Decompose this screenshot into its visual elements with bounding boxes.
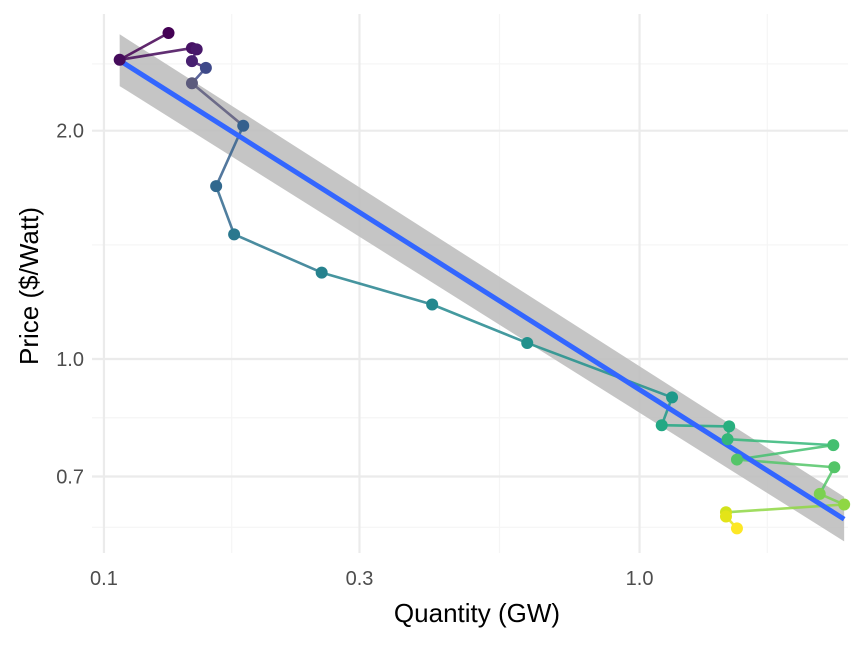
data-point [828, 461, 841, 474]
data-point [228, 228, 241, 241]
x-tick-label: 0.3 [346, 568, 374, 590]
fit-line-layer [118, 58, 846, 522]
data-points [113, 27, 851, 535]
y-tick-label: 0.7 [56, 467, 84, 489]
data-point [723, 420, 736, 433]
data-point [730, 453, 743, 466]
y-tick-label: 1.0 [56, 349, 84, 371]
data-point [666, 391, 679, 404]
path-segment [232, 233, 323, 274]
path-segment [735, 443, 835, 461]
data-point [813, 487, 826, 500]
path-segment [214, 184, 236, 236]
data-point [113, 53, 126, 66]
path-segment [726, 437, 835, 447]
y-axis-title: Price ($/Watt) [14, 207, 44, 365]
x-tick-label: 0.1 [90, 568, 118, 590]
y-tick-label: 2.0 [56, 121, 84, 143]
path-segment [118, 31, 170, 62]
data-point [315, 266, 328, 279]
data-point [655, 419, 668, 432]
path-segment [430, 303, 529, 345]
data-point [521, 336, 534, 349]
path-segment [525, 341, 674, 399]
data-point [827, 439, 840, 452]
data-point [730, 522, 743, 535]
path-segment [118, 46, 194, 62]
y-tick-labels: 0.7 1.0 2.0 [56, 121, 84, 489]
data-point [162, 27, 175, 40]
data-point [721, 433, 734, 446]
x-tick-labels: 0.1 0.3 1.0 [90, 568, 653, 590]
data-point [190, 43, 203, 56]
x-tick-label: 1.0 [626, 568, 654, 590]
data-point [185, 55, 198, 68]
path-segment [320, 271, 434, 306]
data-point [237, 119, 250, 132]
path-segment [190, 81, 245, 128]
data-point [426, 298, 439, 311]
fit-line [118, 58, 846, 522]
data-point [838, 498, 851, 511]
data-point [719, 510, 732, 523]
x-axis-title: Quantity (GW) [394, 598, 560, 628]
grid-minor [92, 14, 848, 553]
data-point [210, 180, 223, 193]
data-point [199, 61, 212, 74]
data-point [185, 77, 198, 90]
